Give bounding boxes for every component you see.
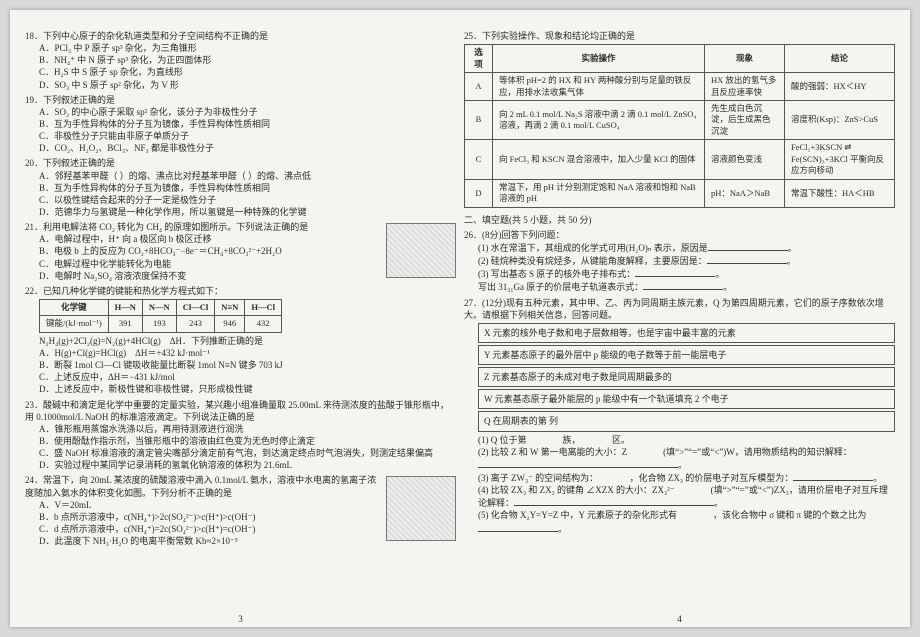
question-21: 21．利用电解法将 CO₂ 转化为 CH₄ 的原理如图所示。下列说法正确的是 A… [25, 221, 456, 282]
q27-p1: (1) Q 位于第 族， 区。 [478, 434, 895, 446]
q20-opt-d: D．范德华力与氢键是一种化学作用，所以氢键是一种特殊的化学键 [39, 206, 456, 218]
r1c0: B [465, 101, 493, 140]
q27-p4: (4) 比较 ZX₃ 和 ZX₃ 的键角 ∠XZX 的大小：ZX₃²⁻ (填“>… [478, 484, 895, 509]
q27-p2: (2) 比较 Z 和 W 第一电离能的大小：Z (填“>”“=”或“<”)W，请… [478, 446, 895, 471]
q22-opt-c: C．上述反应中，ΔH＝−431 kJ/mol [39, 371, 456, 383]
bond-energy-table: 化学键 H—N N—N Cl—Cl N≡N H—Cl 键能/(kJ·mol⁻¹)… [39, 299, 282, 333]
question-27: 27．(12分)现有五种元素，其中甲、乙、丙为同周期主族元素，Q 为第四周期元素… [464, 297, 895, 535]
section-2-header: 二、填空题(共 5 小题，共 50 分) [464, 214, 895, 226]
cell-0: 391 [108, 316, 142, 332]
question-23: 23．酸碱中和滴定是化学中重要的定量实验，某兴趣小组准确量取 25.00mL 来… [25, 399, 456, 472]
th25-1: 实验操作 [493, 45, 705, 73]
th25-3: 结论 [785, 45, 895, 73]
q26-p2: (2) 硅烷种类没有烷烃多，从键能角度解释，主要原因是：。 [478, 254, 895, 267]
q23-title: 23．酸碱中和滴定是化学中重要的定量实验，某兴趣小组准确量取 25.00mL 来… [25, 399, 456, 423]
q27-box4: W 元素基态原子最外能层的 p 能级中有一个轨道填充 2 个电子 [478, 389, 895, 409]
exam-sheet: 18．下列中心原子的杂化轨道类型和分子空间结构不正确的是 A．PCl₃ 中 P … [10, 10, 910, 627]
q27-p5: (5) 化合物 X₂Y=Y=Z 中，Y 元素原子的杂化形式有 ，该化合物中 σ … [478, 509, 895, 534]
question-24: 24．常温下，向 20mL 某浓度的硫酸溶液中滴入 0.1mol/L 氨水，溶液… [25, 474, 456, 547]
r1c1: 向 2 mL 0.1 mol/L Na₂S 溶液中滴 2 滴 0.1 mol/L… [493, 101, 705, 140]
question-18: 18．下列中心原子的杂化轨道类型和分子空间结构不正确的是 A．PCl₃ 中 P … [25, 30, 456, 91]
q27-box2: Y 元素基态原子的最外层中 p 能级的电子数等于前一能层电子 [478, 345, 895, 365]
r2c0: C [465, 140, 493, 179]
page-3: 18．下列中心原子的杂化轨道类型和分子空间结构不正确的是 A．PCl₃ 中 P … [25, 30, 456, 619]
r3c0: D [465, 179, 493, 207]
r0c2: HX 放出的氢气多且反应速率快 [705, 73, 785, 101]
question-26: 26．(8分)回答下列问题： (1) 水在常温下，其组成的化学式可用(H₂O)ₙ… [464, 229, 895, 294]
cell-4: 432 [245, 316, 282, 332]
page-number-4: 4 [464, 613, 895, 625]
r3c2: pH：NaA＞NaB [705, 179, 785, 207]
q19-opt-b: B．互为手性异构体的分子互为镜像，手性异构体性质相同 [39, 118, 456, 130]
q19-opt-c: C．非极性分子只能由非原子单质分子 [39, 130, 456, 142]
q20-opt-a: A．邻羟基苯甲醛（ ）的熔、沸点比对羟基苯甲醛（ ）的熔、沸点低 [39, 170, 456, 182]
q23-opt-c: C．盛 NaOH 标准溶液的滴定管尖嘴部分滴定前有气泡，到达滴定终点时气泡消失，… [39, 447, 456, 459]
electrolysis-figure [386, 223, 456, 278]
th-4: N≡N [215, 299, 245, 315]
q22-opt-a: A．H(g)+Cl(g)=HCl(g) ΔH＝+432 kJ·mol⁻¹ [39, 347, 456, 359]
th25-2: 现象 [705, 45, 785, 73]
th25-0: 选项 [465, 45, 493, 73]
q19-opt-d: D．CO₂、H₂O₂、BCl₃、NF₃ 都是非极性分子 [39, 142, 456, 154]
q18-title: 18．下列中心原子的杂化轨道类型和分子空间结构不正确的是 [25, 30, 456, 42]
q27-box5: Q 在周期表的第 列 [478, 411, 895, 431]
r2c1: 向 FeCl₃ 和 KSCN 混合溶液中，加入少量 KCl 的固体 [493, 140, 705, 179]
q18-opt-b: B．NH₄⁺ 中 N 原子 sp³ 杂化，为正四面体形 [39, 54, 456, 66]
r0c1: 等体积 pH=2 的 HX 和 HY 两种酸分别与足量的铁反应，用排水法收集气体 [493, 73, 705, 101]
q20-opt-b: B．互为手性异构体的分子互为镜像，手性异构体性质相同 [39, 182, 456, 194]
cell-2: 243 [176, 316, 215, 332]
cell-3: 946 [215, 316, 245, 332]
q26-p1: (1) 水在常温下，其组成的化学式可用(H₂O)ₙ 表示，原因是。 [478, 241, 895, 254]
q18-opt-d: D．SO₃ 中 S 原子 sp² 杂化，为 V 形 [39, 79, 456, 91]
q22-opt-d: D．上述反应中，新极性键和非极性键，只形成极性键 [39, 383, 456, 395]
r0c3: 酸的强弱：HX＜HY [785, 73, 895, 101]
q22-opt-b: B．断裂 1mol Cl—Cl 键吸收能量比断裂 1mol N≡N 键多 703… [39, 359, 456, 371]
q20-title: 20．下列叙述正确的是 [25, 157, 456, 169]
q23-opt-b: B．使用酚酞作指示剂，当锥形瓶中的溶液由红色变为无色时停止滴定 [39, 435, 456, 447]
q26-p3: (3) 写出基态 S 原子的核外电子排布式：。 [478, 267, 895, 280]
titration-graph [386, 476, 456, 541]
page-4: 25．下列实验操作、现象和结论均正确的是 选项 实验操作 现象 结论 A 等体积… [464, 30, 895, 619]
q19-title: 19．下列叙述正确的是 [25, 94, 456, 106]
q23-opt-a: A．锥形瓶用蒸馏水洗涤以后，再用待测液进行润洗 [39, 423, 456, 435]
q18-opt-c: C．H₂S 中 S 原子 sp 杂化，为直线形 [39, 66, 456, 78]
r1c2: 先生成白色沉淀，后生成黑色沉淀 [705, 101, 785, 140]
cell-1: 193 [142, 316, 176, 332]
r3c3: 常温下酸性：HA＜HB [785, 179, 895, 207]
q25-title: 25．下列实验操作、现象和结论均正确的是 [464, 30, 895, 42]
q26-title: 26．(8分)回答下列问题： [464, 229, 895, 241]
q26-p4: 写出 31₃₁Ga 原子的价层电子轨道表示式：。 [478, 280, 895, 293]
q18-opt-a: A．PCl₃ 中 P 原子 sp³ 杂化，为三角锥形 [39, 42, 456, 54]
r2c2: 溶液颜色变浅 [705, 140, 785, 179]
th-5: H—Cl [245, 299, 282, 315]
th-3: Cl—Cl [176, 299, 215, 315]
q22-title: 22．已知几种化学键的键能和热化学方程式如下： [25, 285, 456, 297]
question-22: 22．已知几种化学键的键能和热化学方程式如下： 化学键 H—N N—N Cl—C… [25, 285, 456, 396]
q27-box1: X 元素的核外电子数和电子层数相等，也是宇宙中最丰富的元素 [478, 323, 895, 343]
r2c3: FeCl₃+3KSCN ⇌ Fe(SCN)₃+3KCl 平衡向反应方向移动 [785, 140, 895, 179]
question-25: 25．下列实验操作、现象和结论均正确的是 选项 实验操作 现象 结论 A 等体积… [464, 30, 895, 208]
q20-opt-c: C．以极性键结合起来的分子一定是极性分子 [39, 194, 456, 206]
r0c0: A [465, 73, 493, 101]
q19-opt-a: A．SO₂ 的中心原子采取 sp² 杂化，该分子为非极性分子 [39, 106, 456, 118]
r3c1: 常温下，用 pH 计分别测定饱和 NaA 溶液和饱和 NaB 溶液的 pH [493, 179, 705, 207]
experiment-table: 选项 实验操作 现象 结论 A 等体积 pH=2 的 HX 和 HY 两种酸分别… [464, 44, 895, 208]
question-20: 20．下列叙述正确的是 A．邻羟基苯甲醛（ ）的熔、沸点比对羟基苯甲醛（ ）的熔… [25, 157, 456, 218]
th-2: N—N [142, 299, 176, 315]
r1c3: 溶度积(Ksp)：ZnS>CuS [785, 101, 895, 140]
q23-opt-d: D．实验过程中某同学记录消耗的氢氧化钠溶液的体积为 21.6mL [39, 459, 456, 471]
q22-equation: N₂H₄(g)+2Cl₂(g)=N₂(g)+4HCl(g) ΔH．下列推断正确的… [25, 335, 456, 347]
th-0: 化学键 [40, 299, 109, 315]
q27-box3: Z 元素基态原子的未成对电子数是同周期最多的 [478, 367, 895, 387]
q27-title: 27．(12分)现有五种元素，其中甲、乙、丙为同周期主族元素，Q 为第四周期元素… [464, 297, 895, 321]
row-label: 键能/(kJ·mol⁻¹) [40, 316, 109, 332]
question-19: 19．下列叙述正确的是 A．SO₂ 的中心原子采取 sp² 杂化，该分子为非极性… [25, 94, 456, 155]
th-1: H—N [108, 299, 142, 315]
q27-p3: (3) 离子 ZW₃⁻ 的空间结构为： ，化合物 ZX₃ 的价层电子对互斥模型为… [478, 471, 895, 484]
page-number-3: 3 [25, 613, 456, 625]
